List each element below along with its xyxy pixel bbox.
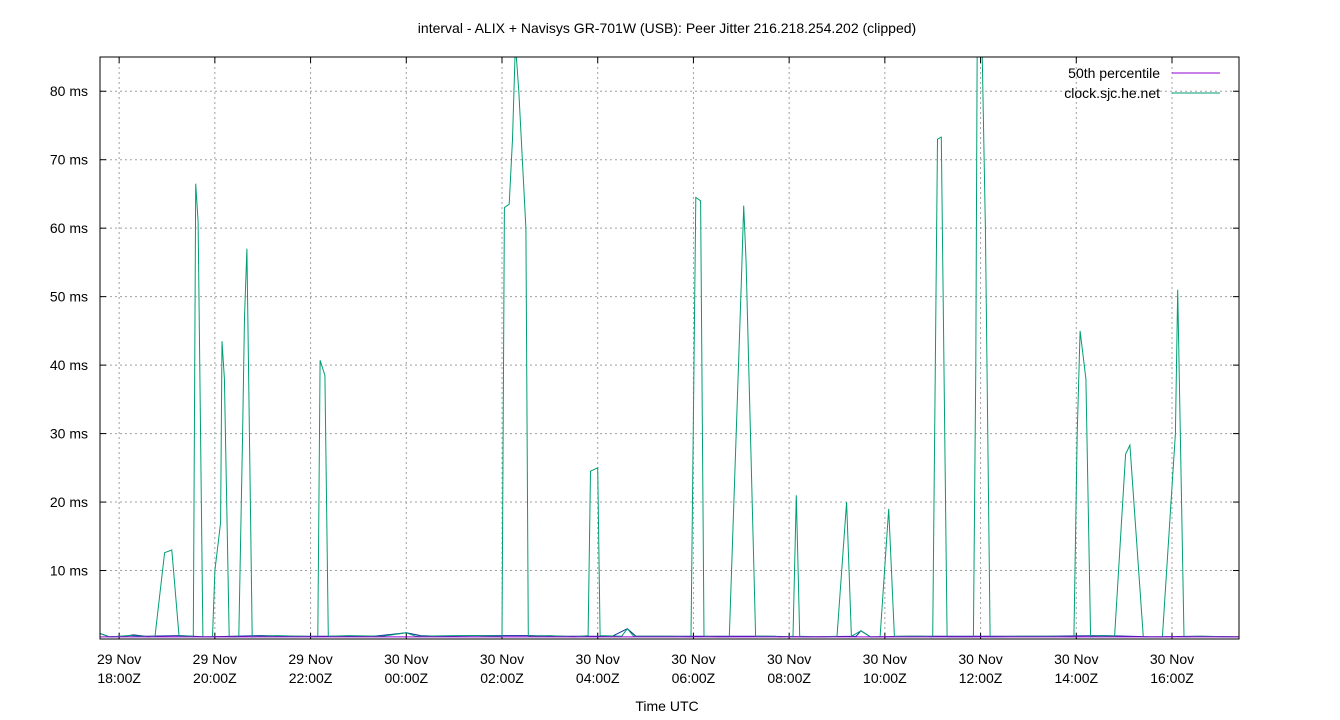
x-tick-time-label: 18:00Z [97, 670, 141, 686]
y-tick-label: 80 ms [50, 83, 88, 99]
plot-frame [99, 56, 1240, 640]
x-axis-label: Time UTC [635, 698, 698, 714]
legend-label: clock.sjc.he.net [1064, 85, 1160, 101]
x-tick-date-label: 30 Nov [958, 651, 1002, 667]
x-tick-time-label: 04:00Z [576, 670, 620, 686]
series-lines [100, 57, 1239, 638]
x-tick-date-label: 29 Nov [288, 651, 332, 667]
x-tick-date-label: 30 Nov [576, 651, 620, 667]
x-tick-date-label: 30 Nov [863, 651, 907, 667]
x-tick-date-label: 29 Nov [97, 651, 141, 667]
y-tick-label: 70 ms [50, 152, 88, 168]
x-tick-date-label: 30 Nov [671, 651, 715, 667]
x-tick-time-label: 06:00Z [672, 670, 716, 686]
legend-label: 50th percentile [1068, 65, 1160, 81]
x-tick-date-label: 30 Nov [1150, 651, 1194, 667]
x-tick-time-label: 02:00Z [480, 670, 524, 686]
chart-title: interval - ALIX + Navisys GR-701W (USB):… [418, 20, 916, 36]
y-tick-label: 50 ms [50, 289, 88, 305]
x-tick-date-label: 30 Nov [384, 651, 428, 667]
y-tick-label: 20 ms [50, 494, 88, 510]
x-tick-date-label: 30 Nov [480, 651, 524, 667]
x-tick-time-label: 10:00Z [863, 670, 907, 686]
x-tick-date-label: 30 Nov [767, 651, 811, 667]
grid-lines [100, 57, 1239, 639]
legend: 50th percentile clock.sjc.he.net [1064, 65, 1220, 101]
y-axis-ticks: 10 ms 20 ms 30 ms 40 ms 50 ms 60 ms 70 ms 80 ms [50, 83, 1239, 579]
y-tick-label: 30 ms [50, 426, 88, 442]
x-tick-time-label: 16:00Z [1150, 670, 1194, 686]
x-tick-time-label: 14:00Z [1054, 670, 1098, 686]
y-tick-label: 10 ms [50, 563, 88, 579]
x-tick-time-label: 22:00Z [289, 670, 333, 686]
x-tick-time-label: 00:00Z [384, 670, 428, 686]
x-tick-date-label: 29 Nov [193, 651, 237, 667]
x-tick-time-label: 12:00Z [959, 670, 1003, 686]
clock-sjc-he-net-series-line [100, 57, 1239, 638]
x-tick-date-label: 30 Nov [1054, 651, 1098, 667]
y-tick-label: 60 ms [50, 220, 88, 236]
x-axis-ticks: 29 Nov 18:00Z 29 Nov 20:00Z 29 Nov 22:00Z 30 N… [97, 57, 1194, 686]
x-tick-time-label: 20:00Z [193, 670, 237, 686]
y-tick-label: 40 ms [50, 357, 88, 373]
x-tick-time-label: 08:00Z [767, 670, 811, 686]
